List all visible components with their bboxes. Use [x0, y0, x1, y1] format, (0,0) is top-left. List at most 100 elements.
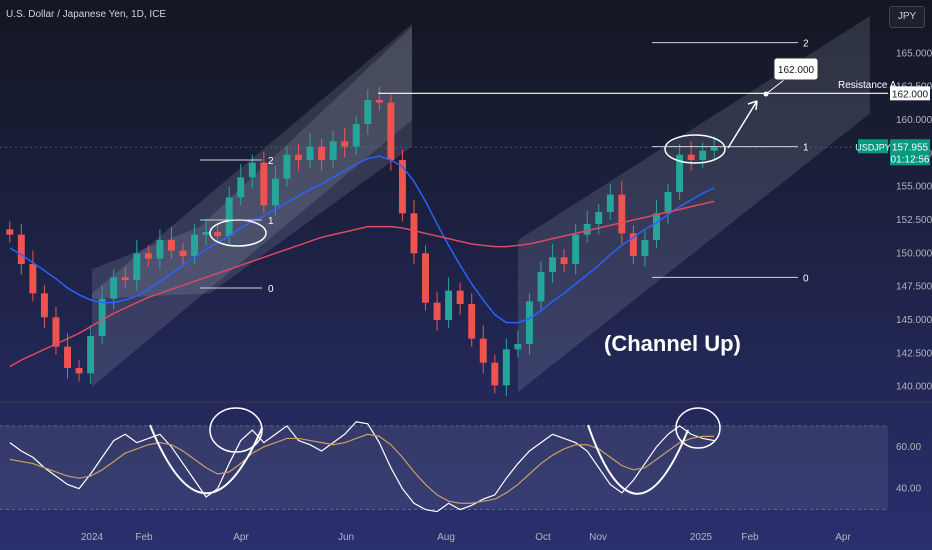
- rsi-cup-arc-second: [587, 424, 689, 495]
- time-axis-tick: Apr: [835, 532, 851, 543]
- candle-body: [318, 146, 326, 160]
- price-ellipse-second: [664, 134, 726, 164]
- candle-body: [6, 229, 14, 235]
- candle-body: [167, 240, 175, 251]
- candle-body: [653, 213, 660, 240]
- candle-body: [306, 146, 314, 160]
- candle-body: [98, 298, 106, 336]
- resistance-price-tag-text: 162.000: [892, 89, 929, 100]
- candle-body: [445, 290, 453, 320]
- rsi-line: [9, 421, 715, 513]
- fib-label-first: 2: [268, 156, 274, 167]
- candle-body: [248, 162, 256, 178]
- candle-body: [525, 301, 533, 344]
- last-price-tag: [890, 139, 930, 166]
- candle-body: [583, 224, 591, 235]
- candle-body: [699, 150, 707, 160]
- target-callout-text: 162.000: [778, 65, 815, 76]
- rsi-axis-tick: 40.00: [896, 484, 921, 495]
- price-axis-tick: 145.000: [896, 315, 932, 326]
- fib-label-second: 1: [803, 143, 809, 154]
- fib-label-first: 0: [268, 284, 274, 295]
- candle-body: [52, 317, 60, 347]
- candle-body: [237, 177, 245, 198]
- candle-body: [64, 346, 71, 368]
- price-axis-tick: 155.000: [896, 182, 932, 193]
- candle-body: [364, 100, 372, 124]
- rsi-ellipse-second: [675, 407, 721, 449]
- rsi-ellipse-first: [209, 407, 263, 453]
- candle-body: [260, 162, 268, 206]
- candle-body: [352, 124, 360, 147]
- candle-body: [329, 141, 337, 160]
- price-axis-tick: 152.500: [896, 215, 932, 226]
- time-axis-tick: Nov: [589, 532, 607, 543]
- time-axis-tick: Jun: [338, 532, 354, 543]
- candle-body: [214, 232, 222, 236]
- candle-body: [595, 212, 603, 224]
- candle-body: [202, 232, 210, 235]
- candle-body: [479, 338, 487, 363]
- candle-body: [410, 213, 418, 254]
- candle-body: [549, 257, 557, 272]
- target-arrow-head: [747, 100, 758, 111]
- candle-body: [144, 253, 152, 259]
- time-axis-tick: Aug: [437, 532, 455, 543]
- price-axis-tick: 147.500: [896, 282, 932, 293]
- countdown-text: 01:12:56: [891, 154, 930, 165]
- symbol-badge: [858, 139, 888, 154]
- candle-body: [110, 277, 118, 299]
- rsi-band: [0, 425, 888, 510]
- candle-body: [295, 154, 302, 160]
- candle-body: [375, 100, 383, 103]
- candle-body: [664, 192, 672, 214]
- time-axis-tick: Apr: [233, 532, 249, 543]
- candle-body: [537, 272, 545, 302]
- channel-up-second-band: [518, 16, 870, 392]
- ma-fast-line: [9, 155, 715, 324]
- candle-body: [456, 290, 464, 304]
- price-axis-tick: 140.000: [896, 382, 932, 393]
- time-axis-tick: 2024: [81, 532, 104, 543]
- fib-label-second: 0: [803, 273, 809, 284]
- channel-up-first-band: [92, 24, 412, 387]
- candle-body: [156, 240, 164, 259]
- candle-body: [433, 302, 441, 320]
- candle-body: [271, 178, 279, 206]
- time-axis-tick: 2025: [690, 532, 713, 543]
- price-axis-tick: 165.000: [896, 48, 932, 59]
- candle-body: [225, 197, 233, 236]
- currency-button[interactable]: JPY: [889, 6, 925, 28]
- resistance-label: Resistance A: [838, 80, 897, 91]
- candle-body: [502, 349, 510, 386]
- candle-body: [468, 304, 476, 339]
- candle-body: [572, 234, 580, 264]
- candle-body: [398, 160, 406, 214]
- candle-body: [687, 154, 695, 160]
- candle-body: [514, 344, 522, 350]
- channel-up-label: (Channel Up): [604, 331, 741, 356]
- symbol-title: U.S. Dollar / Japanese Yen, 1D, ICE: [6, 9, 167, 20]
- ma-slow-line: [9, 200, 715, 368]
- candle-body: [179, 250, 187, 256]
- candle-body: [422, 253, 429, 303]
- fib-label-first: 1: [268, 216, 274, 227]
- target-arrow: [727, 100, 758, 149]
- candle-body: [676, 154, 684, 192]
- candle-body: [618, 194, 626, 234]
- candle-body: [121, 277, 129, 280]
- candle-body: [283, 154, 291, 179]
- callout-pointer: [765, 79, 785, 95]
- candle-body: [87, 336, 95, 374]
- target-callout-box: [773, 57, 819, 81]
- rsi-cup-arc-first: [149, 424, 263, 495]
- candle-body: [641, 240, 649, 256]
- price-axis-tick: 150.000: [896, 248, 932, 259]
- time-axis-tick: Feb: [741, 532, 759, 543]
- candle-body: [191, 234, 199, 256]
- rsi-pane[interactable]: [0, 421, 888, 513]
- time-axis-tick: Oct: [535, 532, 551, 543]
- resistance-price-tag: [890, 86, 930, 101]
